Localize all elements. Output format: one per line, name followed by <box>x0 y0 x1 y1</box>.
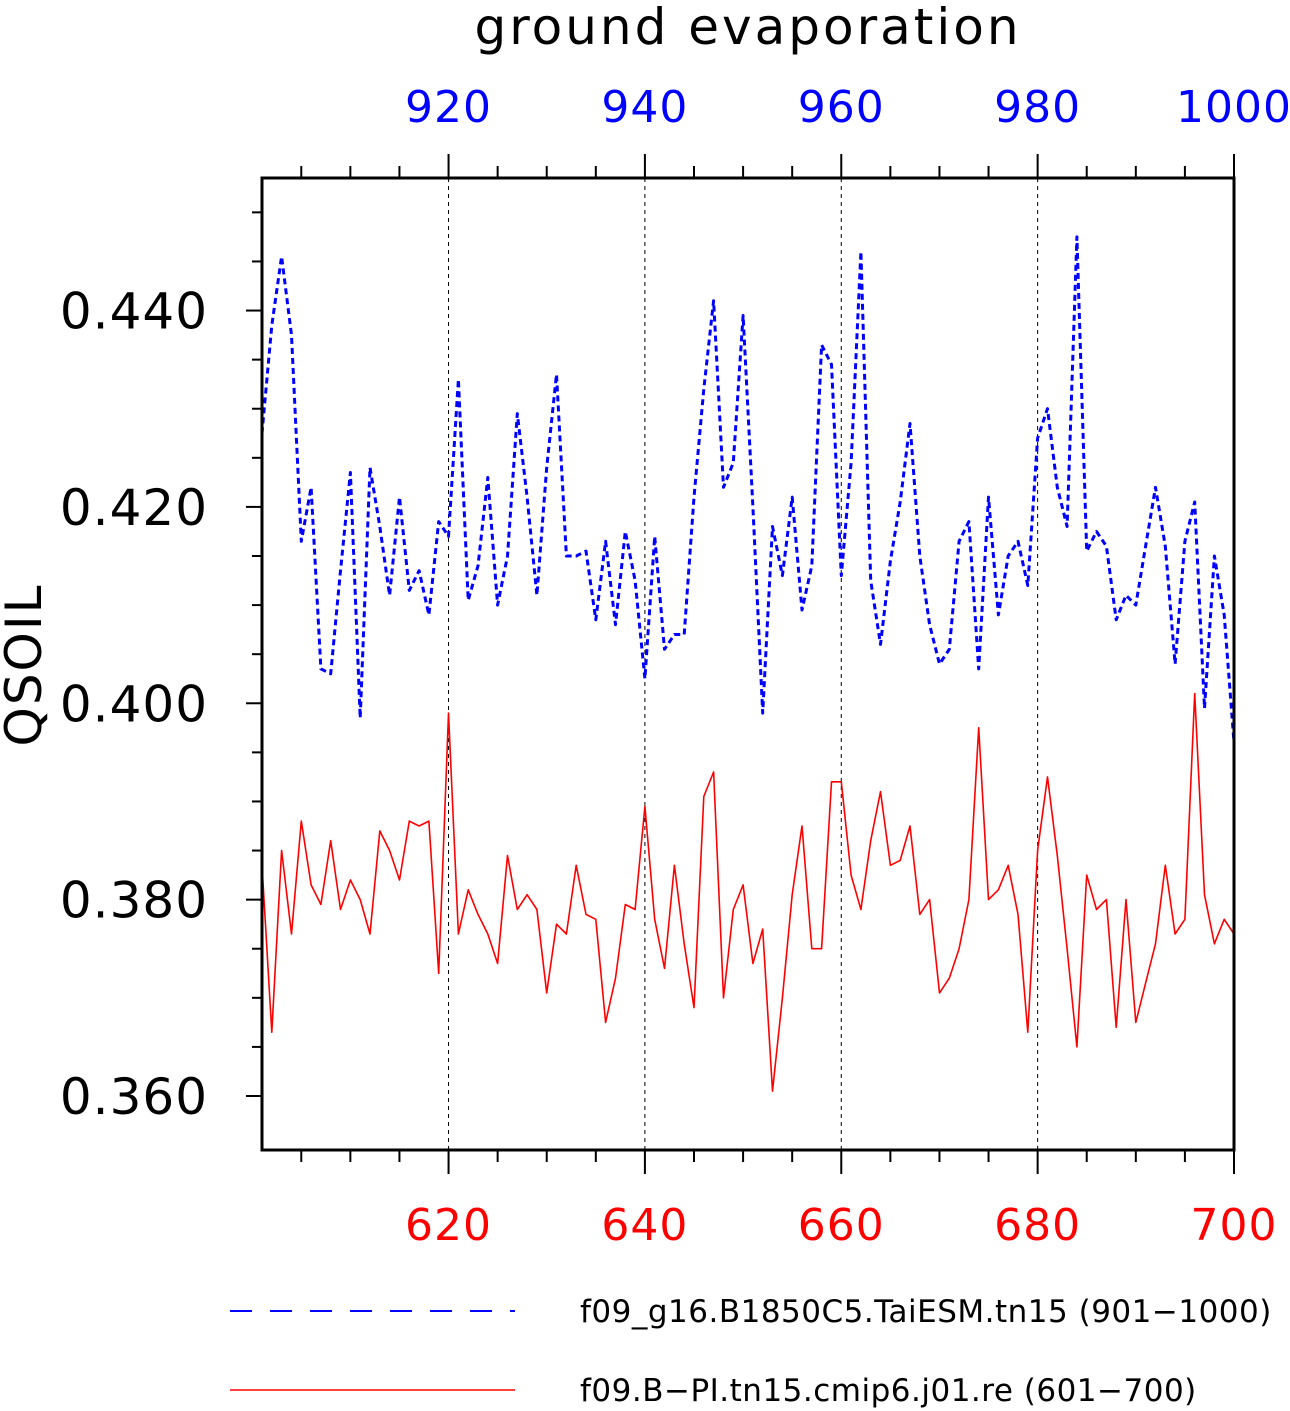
legend-label-1: f09_g16.B1850C5.TaiESM.tn15 (901−1000) <box>580 1294 1272 1330</box>
plot-frame <box>260 176 1236 1152</box>
top-tick-label: 980 <box>994 82 1081 133</box>
y-tick-label: 0.420 <box>60 479 208 537</box>
bottom-tick-label: 660 <box>798 1200 885 1251</box>
series-line-2 <box>261 692 1235 1092</box>
y-axis-label: QSOIL <box>0 583 53 746</box>
x-gridlines <box>448 178 1039 1150</box>
top-tick-label: 1000 <box>1176 82 1290 133</box>
legend: f09_g16.B1850C5.TaiESM.tn15 (901−1000) f0… <box>230 1294 1272 1409</box>
series-lines <box>260 235 1236 1092</box>
top-tick-label: 940 <box>601 82 688 133</box>
top-tick-label: 920 <box>405 82 492 133</box>
y-tick-label: 0.400 <box>60 675 208 733</box>
chart-title: ground evaporation <box>474 0 1021 56</box>
bottom-tick-label: 620 <box>405 1200 492 1251</box>
bottom-tick-label: 640 <box>601 1200 688 1251</box>
y-tick-label: 0.380 <box>60 872 208 930</box>
y-tick-label: 0.440 <box>60 283 208 341</box>
legend-label-2: f09.B−PI.tn15.cmip6.j01.re (601−700) <box>580 1373 1197 1409</box>
top-tick-label: 960 <box>798 82 885 133</box>
axes: 0.360 0.380 0.400 0.420 0.440 920 940 960 980 100… <box>60 82 1290 1251</box>
bottom-tick-label: 700 <box>1191 1200 1278 1251</box>
bottom-tick-label: 680 <box>994 1200 1081 1251</box>
y-tick-label: 0.360 <box>60 1068 208 1126</box>
series-line-1 <box>260 235 1236 743</box>
